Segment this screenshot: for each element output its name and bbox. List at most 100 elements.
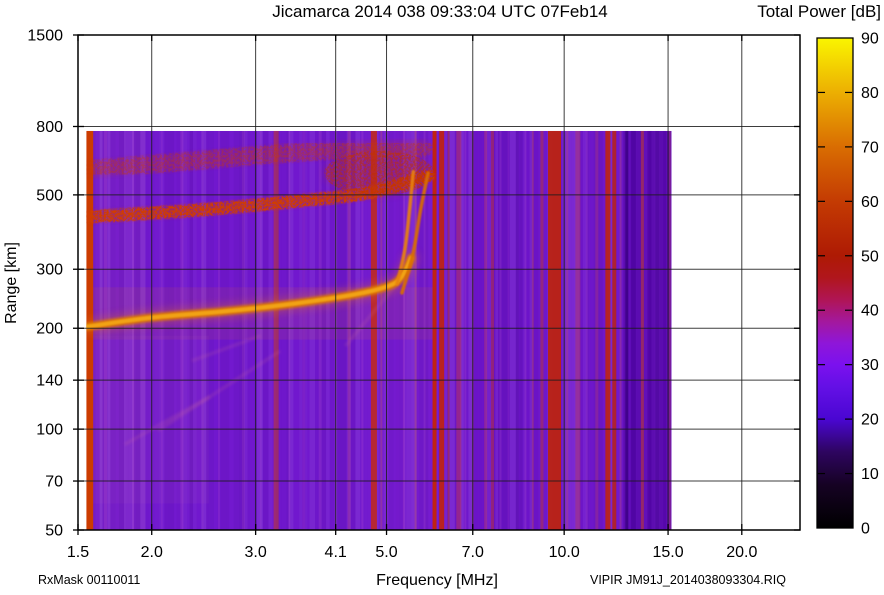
x-tick-label: 2.0 [141,544,163,561]
colorbar-tick-label: 0 [861,521,870,538]
rfi-stripe [439,130,445,530]
rfi-stripe [318,130,322,530]
y-tick-label: 800 [36,119,63,136]
rfi-stripe [302,130,306,530]
rfi-stripe [595,130,599,530]
f-trace-core [86,256,413,329]
colorbar: 0 10 20 30 40 50 60 70 80 90 [816,31,879,538]
intensity-zone [472,130,547,530]
rfi-stripe [619,130,622,530]
heatmap-data-region [86,130,672,530]
rfi-stripe [456,130,462,530]
diffuse-band-speckle [86,138,433,180]
rfi-stripe [201,130,204,530]
rfi-stripe [507,130,510,530]
oblique-streak [191,334,262,363]
cusp-trace [400,171,430,295]
x-tick-label: 7.0 [462,544,484,561]
heatmap-base [86,130,672,530]
rfi-stripe [347,130,351,530]
y-tick-label: 100 [36,422,63,439]
rfi-stripe [217,130,220,530]
y-tick-labels: 1500 800 500 300 200 140 100 70 50 [27,28,63,540]
y-tick-label: 300 [36,262,63,279]
colorbar-tick-label: 30 [861,357,879,374]
x-tick-label: 3.0 [245,544,267,561]
rfi-stripe [447,130,450,530]
rfi-stripe [640,130,644,530]
rfi-stripe [540,130,544,530]
rfi-stripe [490,130,494,530]
rfi-stripe [605,130,611,530]
rfi-stripe [361,130,364,530]
x-tick-label: 15.0 [653,544,684,561]
y-tick-label: 200 [36,321,63,338]
rfi-stripe [531,130,534,530]
rfi-stripe [380,130,383,530]
rfi-stripe [612,130,617,530]
rfi-stripe [524,130,527,530]
colorbar-tick-label: 70 [861,139,879,156]
y-tick-label: 500 [36,187,63,204]
rfi-stripe [402,130,405,530]
rfi-stripe [484,130,488,530]
rfi-stripe [625,130,629,530]
x-tick-label: 5.0 [375,544,397,561]
axis-tick-marks [73,34,800,535]
rfi-stripe [655,130,660,530]
intensity-zone [383,130,434,530]
rfi-stripe [499,130,502,530]
colorbar-tick-label: 50 [861,248,879,265]
rfi-stripe [630,130,636,530]
x-tick-label: 20.0 [726,544,757,561]
rfi-stripe [414,130,417,530]
y-tick-label: 1500 [27,28,63,45]
colorbar-tick-label: 90 [861,31,879,48]
y-axis-label: Range [km] [3,242,20,324]
frame-rect [77,34,801,531]
plot-frame [77,34,801,531]
rfi-stripe [566,130,569,530]
rfi-stripe [180,130,184,530]
intensity-zone [86,335,209,504]
colorbar-gradient [817,38,853,528]
rfi-stripe [160,130,163,530]
colorbar-tick-label: 40 [861,303,879,320]
y-tick-label: 140 [36,373,63,390]
rfi-stripe [423,130,426,530]
rfi-stripe [432,130,437,530]
rfi-stripe [548,130,562,530]
file-label: VIPIR JM91J_2014038093304.RIQ [590,573,786,587]
rfi-stripe [288,130,291,530]
x-tick-label: 4.1 [325,544,347,561]
colorbar-title: Total Power [dB] [757,2,881,21]
rxmask-label: RxMask 00110011 [38,573,140,587]
y-tick-label: 50 [45,523,63,540]
rfi-stripe [585,130,588,530]
rfi-stripe [370,130,377,530]
rfi-stripe [515,130,519,530]
colorbar-tick-label: 80 [861,85,879,102]
colorbar-tick-label: 10 [861,466,879,483]
rfi-stripe [668,130,671,530]
diffuse-blob-speckle [324,151,435,196]
rfi-stripe [241,130,245,530]
colorbar-tick-label: 20 [861,412,879,429]
colorbar-tick-label: 60 [861,194,879,211]
oblique-streak [157,349,282,433]
y-tick-label: 70 [45,474,63,491]
rfi-stripe [132,130,135,530]
rfi-stripe [647,130,652,530]
rfi-stripe [464,130,467,530]
rfi-stripe [575,130,581,530]
rfi-stripe [273,130,279,530]
x-tick-labels: 1.5 2.0 3.0 4.1 5.0 7.0 10.0 15.0 20.0 [67,544,758,561]
x-tick-label: 10.0 [549,544,580,561]
rfi-stripe [259,130,262,530]
rfi-stripe [663,130,667,530]
x-tick-label: 1.5 [67,544,89,561]
figure-title: Jicamarca 2014 038 09:33:04 UTC 07Feb14 [272,2,607,21]
colorbar-border [816,37,854,529]
x-axis-label: Frequency [MHz] [376,572,498,589]
